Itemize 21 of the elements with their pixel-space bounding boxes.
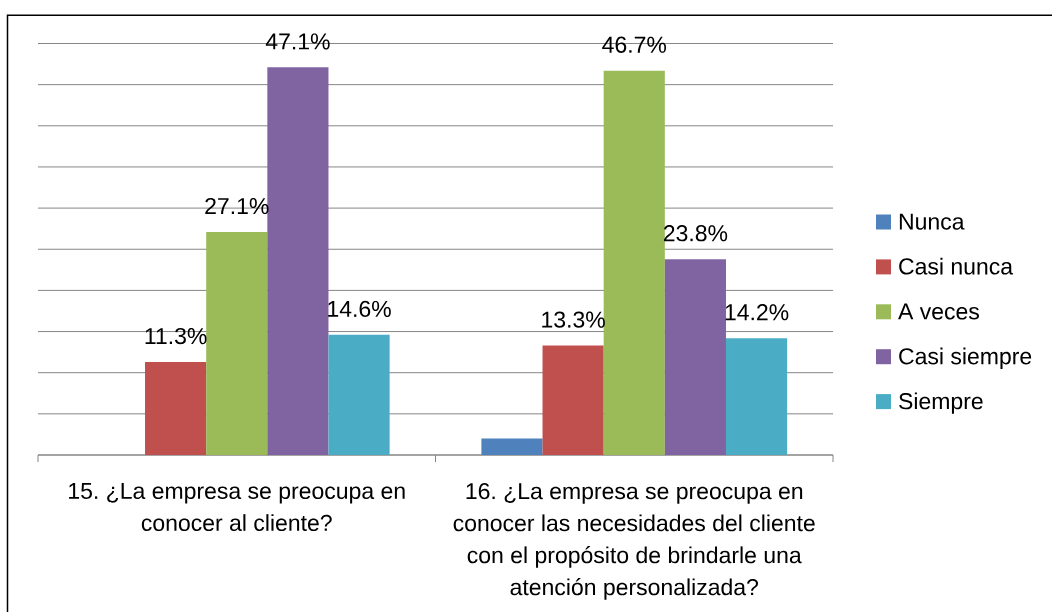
bar [145, 362, 207, 455]
bar [542, 345, 604, 455]
bar [603, 70, 665, 455]
bar [267, 67, 329, 455]
legend-label: Nunca [899, 213, 965, 230]
data-label: 23.8% [663, 225, 728, 242]
legend-label: Casi siempre [899, 347, 1032, 369]
data-label: 14.6% [328, 300, 391, 318]
bar [206, 231, 268, 455]
bar [328, 334, 390, 455]
data-label: 46.7% [602, 36, 667, 53]
bar [664, 259, 726, 455]
bar [481, 438, 543, 455]
legend-label: Casi nunca [899, 257, 1014, 275]
data-label: 11.3% [145, 327, 207, 345]
data-label: 47.1% [265, 33, 330, 50]
bar [725, 338, 788, 455]
legend-label: A veces [898, 303, 979, 320]
x-tick-label: 16. ¿La empresa se preocupa en conocer las necesidades del cliente con el propósito de brindarle una atención personalizada? [453, 483, 815, 600]
legend-label: Siempre [899, 392, 983, 414]
x-tick-label: 15. ¿La empresa se preocupa en conocer al cliente? [69, 483, 405, 532]
